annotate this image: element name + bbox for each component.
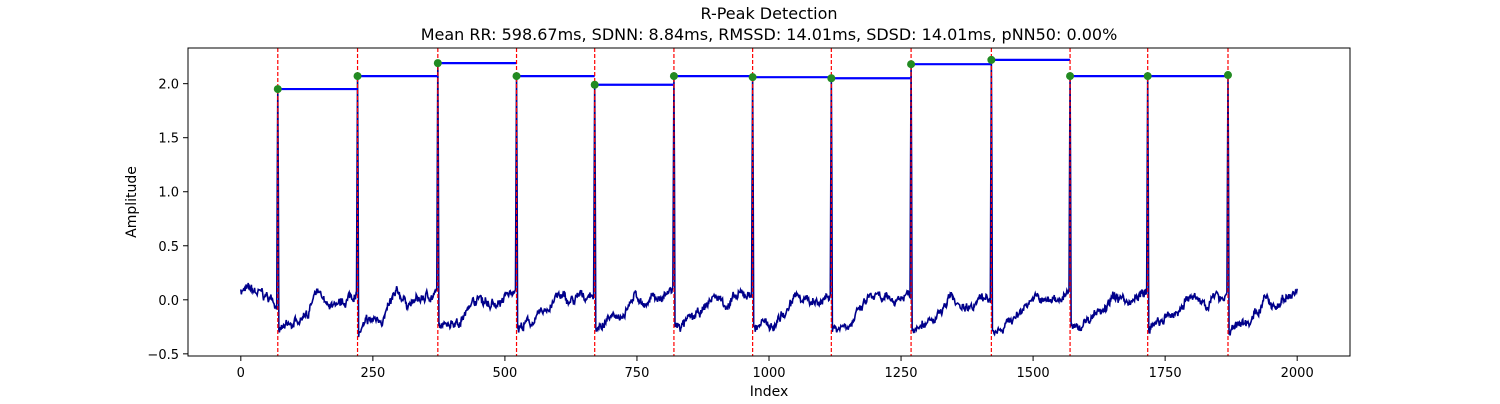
chart-subtitle: Mean RR: 598.67ms, SDNN: 8.84ms, RMSSD: … xyxy=(421,25,1118,44)
x-tick-label: 1000 xyxy=(752,366,785,381)
r-peak-marker xyxy=(590,80,599,89)
r-peak-marker xyxy=(1143,72,1152,81)
x-tick-label: 750 xyxy=(625,366,650,381)
x-tick-label: 0 xyxy=(237,366,245,381)
r-peak-marker xyxy=(273,85,282,94)
r-peak-marker xyxy=(512,72,521,81)
x-tick-label: 250 xyxy=(360,366,385,381)
y-tick-label: 1.5 xyxy=(158,132,179,147)
r-peak-marker xyxy=(1223,71,1232,80)
x-tick-label: 2000 xyxy=(1281,366,1314,381)
ecg-signal-line xyxy=(240,59,1298,338)
x-tick-label: 1250 xyxy=(884,366,917,381)
r-peak-marker xyxy=(353,72,362,81)
plot-content xyxy=(240,48,1298,356)
y-tick-label: 2.0 xyxy=(158,78,179,93)
plot-area xyxy=(240,48,1298,356)
r-peak-marker xyxy=(748,73,757,82)
axes-frame xyxy=(187,47,1351,357)
r-peak-marker xyxy=(669,72,678,81)
y-tick-label: 1.0 xyxy=(158,186,179,201)
r-peak-marker xyxy=(987,55,996,64)
x-tick-label: 500 xyxy=(492,366,517,381)
r-peak-marker xyxy=(827,74,836,83)
y-tick-label: 0.0 xyxy=(158,294,179,309)
y-tick-label: −0.5 xyxy=(147,348,179,363)
y-axis-label: Amplitude xyxy=(124,166,140,238)
y-tick-label: 0.5 xyxy=(158,240,179,255)
x-axis-label: Index xyxy=(750,384,789,400)
axes: 0 250 500 750 1000 1250 1500 1750 2000 −0.5 0.0 0.5… xyxy=(147,47,1351,381)
x-tick-label: 1750 xyxy=(1149,366,1182,381)
x-tick-label: 1500 xyxy=(1017,366,1050,381)
chart-title: R-Peak Detection xyxy=(700,4,837,23)
r-peak-marker xyxy=(1066,72,1075,81)
r-peak-marker xyxy=(907,60,916,69)
r-peak-marker xyxy=(433,59,442,68)
